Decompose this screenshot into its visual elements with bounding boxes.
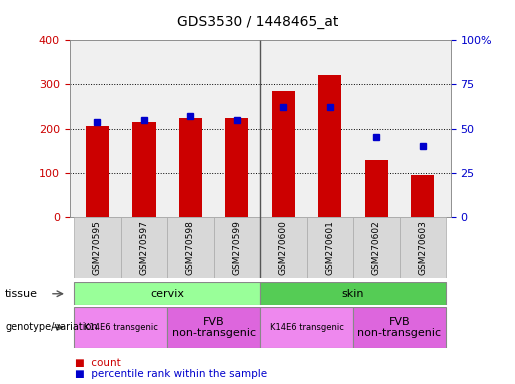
Bar [318,75,341,217]
Text: GSM270595: GSM270595 [93,220,102,275]
Bar [353,217,400,278]
Bar [74,307,167,348]
Text: FVB
non-transgenic: FVB non-transgenic [171,316,255,338]
Text: K14E6 transgenic: K14E6 transgenic [84,323,158,332]
Text: tissue: tissue [5,289,38,299]
Text: K14E6 transgenic: K14E6 transgenic [270,323,344,332]
Text: GSM270601: GSM270601 [325,220,334,275]
Text: GSM270599: GSM270599 [232,220,242,275]
Bar [132,122,156,217]
Bar [74,282,260,305]
Bar [353,307,446,348]
Bar [306,217,353,278]
Bar [260,307,353,348]
Text: genotype/variation: genotype/variation [5,322,98,333]
Text: FVB
non-transgenic: FVB non-transgenic [357,316,441,338]
Text: GSM270600: GSM270600 [279,220,288,275]
Text: ■  percentile rank within the sample: ■ percentile rank within the sample [75,369,267,379]
Bar [260,282,446,305]
Text: GSM270603: GSM270603 [418,220,427,275]
Bar [179,118,202,217]
Text: cervix: cervix [150,289,184,299]
Bar [74,217,121,278]
Bar [86,126,109,217]
Bar [214,217,260,278]
Bar [121,217,167,278]
Bar [167,217,214,278]
Bar [400,217,446,278]
Bar [225,118,248,217]
Bar [272,91,295,217]
Bar [260,217,306,278]
Text: ■  count: ■ count [75,358,121,368]
Text: GSM270597: GSM270597 [140,220,148,275]
Text: skin: skin [342,289,364,299]
Bar [167,307,260,348]
Text: GSM270598: GSM270598 [186,220,195,275]
Text: GDS3530 / 1448465_at: GDS3530 / 1448465_at [177,15,338,29]
Bar [411,175,434,217]
Text: GSM270602: GSM270602 [372,220,381,275]
Bar [365,160,388,217]
